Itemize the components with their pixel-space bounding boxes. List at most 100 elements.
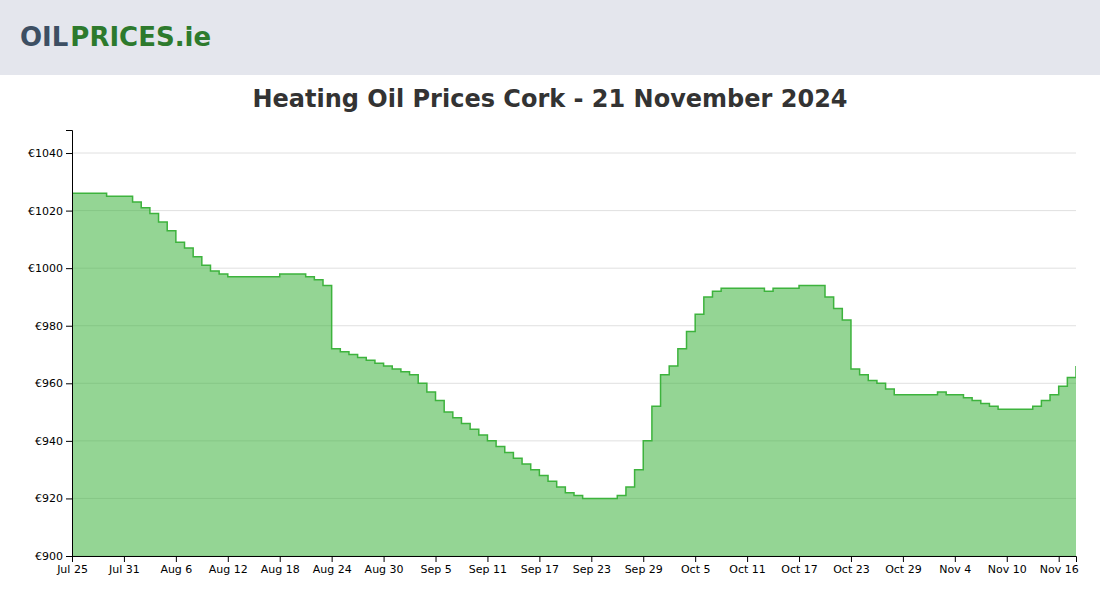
y-tick: €1020	[28, 205, 72, 218]
x-tick: Aug 18	[261, 556, 300, 576]
grid-line	[72, 268, 1076, 269]
x-tick: Oct 11	[729, 556, 766, 576]
tick-label: Aug 6	[160, 563, 192, 576]
tick-mark	[955, 556, 956, 562]
grid-line	[72, 153, 1076, 154]
y-tick: €1040	[28, 147, 72, 160]
tick-label: Aug 30	[365, 563, 404, 576]
x-tick: Nov 10	[988, 556, 1027, 576]
tick-mark	[280, 556, 281, 562]
tick-label: Sep 5	[420, 563, 451, 576]
tick-mark	[176, 556, 177, 562]
tick-mark	[66, 211, 72, 212]
x-tick: Aug 12	[209, 556, 248, 576]
tick-mark	[643, 556, 644, 562]
tick-mark	[228, 556, 229, 562]
tick-mark	[591, 556, 592, 562]
x-tick: Aug 30	[365, 556, 404, 576]
tick-label: Sep 17	[521, 563, 559, 576]
line	[72, 193, 1076, 498]
x-tick: Aug 24	[313, 556, 352, 576]
grid	[72, 153, 1076, 556]
tick-label: Aug 24	[313, 563, 352, 576]
tick-label: Sep 23	[573, 563, 611, 576]
tick-label: Aug 18	[261, 563, 300, 576]
title: Heating Oil Prices Cork - 21 November 20…	[252, 85, 847, 113]
tick-label: Oct 29	[885, 563, 922, 576]
y-tick: €900	[35, 550, 72, 563]
tick-label: €1040	[28, 147, 63, 160]
tick-mark	[851, 556, 852, 562]
tick-mark	[903, 556, 904, 562]
tick-mark	[66, 441, 72, 442]
x-tick: Oct 29	[885, 556, 922, 576]
plot-area	[72, 193, 1076, 556]
logo-text: PRICES.ie	[70, 22, 211, 52]
x-tick: Aug 6	[160, 556, 192, 576]
tick-mark	[799, 556, 800, 562]
x-tick: Oct 5	[681, 556, 711, 576]
x-tick: Sep 29	[625, 556, 663, 576]
grid-line	[72, 210, 1076, 211]
tick-label: Jul 25	[56, 563, 88, 576]
tick-label: €940	[35, 435, 63, 448]
tick-mark	[66, 326, 72, 327]
tick-label: Nov 16	[1040, 563, 1079, 576]
x-axis: Jul 25 Jul 31 Aug 6 Aug 12 Aug 18 Aug 24 Aug 3…	[56, 556, 1079, 576]
tick-label: Oct 11	[729, 563, 766, 576]
axis-line	[66, 131, 73, 557]
x-tick: Sep 23	[573, 556, 611, 576]
x-tick: Nov 16	[1040, 556, 1079, 576]
tick-label: Sep 29	[625, 563, 663, 576]
tick-mark	[66, 268, 72, 269]
y-tick: €920	[35, 492, 72, 505]
tick-mark	[66, 383, 72, 384]
area	[72, 193, 1076, 556]
logo-text: OIL	[20, 22, 68, 52]
tick-mark	[487, 556, 488, 562]
tick-mark	[384, 556, 385, 562]
x-tick: Sep 5	[420, 556, 451, 576]
x-tick: Jul 31	[108, 556, 140, 576]
x-tick: Oct 23	[833, 556, 870, 576]
tick-mark	[66, 556, 72, 557]
y-axis: €900 €920 €940 €960 €980 €1000 €1020 €1040	[28, 131, 73, 564]
y-tick: €940	[35, 435, 72, 448]
tick-label: €1000	[28, 262, 63, 275]
tick-label: Oct 23	[833, 563, 870, 576]
x-tick: Sep 11	[469, 556, 507, 576]
tick-label: €900	[35, 550, 63, 563]
tick-mark	[1059, 556, 1060, 562]
x-tick: Sep 17	[521, 556, 559, 576]
x-tick: Oct 17	[781, 556, 818, 576]
y-tick: €960	[35, 377, 72, 390]
y-tick: €980	[35, 320, 72, 333]
tick-mark	[539, 556, 540, 562]
y-tick: €1000	[28, 262, 72, 275]
tick-mark	[436, 556, 437, 562]
tick-label: Jul 31	[108, 563, 140, 576]
tick-label: €1020	[28, 205, 63, 218]
header-background	[0, 0, 1100, 75]
tick-label: Aug 12	[209, 563, 248, 576]
chart: OILPRICES.ie Heating Oil Prices Cork - 21…	[0, 0, 1100, 600]
tick-mark	[747, 556, 748, 562]
tick-label: €980	[35, 320, 63, 333]
tick-mark	[695, 556, 696, 562]
tick-mark	[66, 498, 72, 499]
tick-label: €920	[35, 492, 63, 505]
tick-label: Nov 4	[939, 563, 971, 576]
x-tick: Nov 4	[939, 556, 971, 576]
tick-label: Oct 17	[781, 563, 818, 576]
tick-mark	[332, 556, 333, 562]
tick-mark	[1007, 556, 1008, 562]
tick-mark	[72, 556, 73, 562]
tick-label: Nov 10	[988, 563, 1027, 576]
tick-label: Sep 11	[469, 563, 507, 576]
tick-label: Oct 5	[681, 563, 711, 576]
x-tick: Jul 25	[56, 556, 88, 576]
tick-mark	[66, 153, 72, 154]
axis-line	[73, 557, 1077, 563]
tick-label: €960	[35, 377, 63, 390]
tick-mark	[124, 556, 125, 562]
